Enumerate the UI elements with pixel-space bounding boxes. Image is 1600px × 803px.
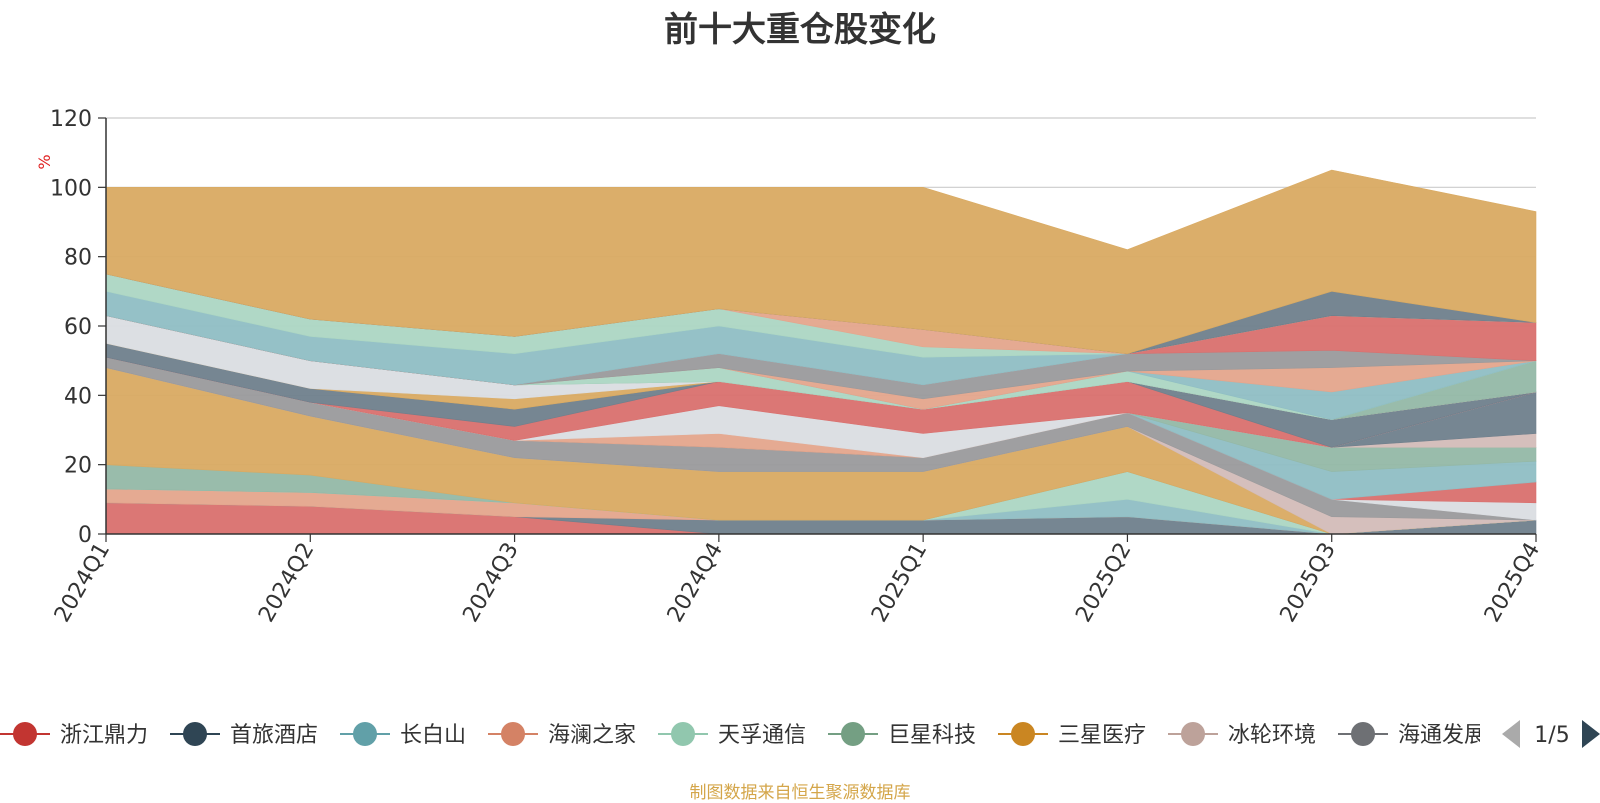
- legend: 浙江鼎力 首旅酒店 长白山 海澜之家 天孚通信 巨星科技 三星医疗 冰轮环境 海通发展: [0, 722, 1486, 748]
- y-tick-label: 40: [64, 384, 92, 409]
- legend-marker-icon: [671, 722, 696, 746]
- legend-label: 三星医疗: [1058, 723, 1146, 748]
- legend-item[interactable]: 长白山: [340, 722, 466, 748]
- y-tick-label: 60: [64, 315, 92, 340]
- y-tick-label: 80: [64, 246, 92, 271]
- legend-label: 首旅酒店: [230, 723, 318, 748]
- legend-label: 巨星科技: [888, 723, 976, 748]
- x-tick-label: 2024Q2: [254, 539, 319, 627]
- y-tick-label: 20: [64, 454, 92, 479]
- chart-title: 前十大重仓股变化: [664, 10, 936, 50]
- legend-marker-icon: [1351, 722, 1376, 746]
- legend-item[interactable]: 三星医疗: [998, 722, 1146, 748]
- legend-prev-icon[interactable]: [1502, 720, 1520, 748]
- legend-label: 海澜之家: [548, 723, 636, 748]
- legend-item[interactable]: 海澜之家: [488, 722, 636, 748]
- legend-marker-icon: [1181, 722, 1206, 746]
- y-tick-label: 120: [50, 107, 92, 132]
- legend-next-icon[interactable]: [1582, 720, 1600, 748]
- x-ticks: 2024Q1 2024Q2 2024Q3 2024Q4 2025Q1 2025Q2 2025…: [50, 534, 1545, 627]
- x-tick-label: 2024Q1: [50, 539, 115, 627]
- y-tick-label: 0: [78, 523, 92, 548]
- legend-marker-icon: [501, 722, 526, 746]
- y-axis-unit-label: %: [35, 154, 54, 169]
- legend-pager: 1/5: [1502, 720, 1600, 748]
- legend-label: 浙江鼎力: [60, 723, 148, 748]
- x-tick-label: 2024Q4: [663, 539, 728, 627]
- legend-item[interactable]: 冰轮环境: [1168, 722, 1316, 748]
- legend-item[interactable]: 巨星科技: [828, 722, 976, 748]
- x-tick-label: 2025Q4: [1480, 539, 1545, 627]
- area-series-32[interactable]: [105, 169, 1537, 355]
- legend-marker-icon: [1011, 722, 1036, 746]
- legend-page-indicator: 1/5: [1534, 723, 1569, 748]
- legend-marker-icon: [353, 722, 378, 746]
- x-tick-label: 2024Q3: [458, 539, 523, 627]
- legend-marker-icon: [13, 722, 37, 746]
- legend-item[interactable]: 海通发展: [1338, 722, 1486, 748]
- legend-marker-icon: [841, 722, 866, 746]
- legend-label: 长白山: [400, 723, 466, 748]
- y-ticks: 0 20 40 60 80 100 120: [50, 107, 106, 548]
- data-source-note: 制图数据来自恒生聚源数据库: [689, 783, 911, 803]
- x-tick-label: 2025Q1: [867, 539, 932, 627]
- y-tick-label: 100: [50, 176, 92, 201]
- legend-item[interactable]: 浙江鼎力: [0, 722, 148, 748]
- legend-label: 冰轮环境: [1228, 723, 1316, 748]
- x-tick-label: 2025Q2: [1071, 539, 1136, 627]
- legend-item[interactable]: 首旅酒店: [170, 722, 318, 748]
- x-tick-label: 2025Q3: [1276, 539, 1341, 627]
- legend-label: 天孚通信: [718, 723, 806, 748]
- legend-marker-icon: [183, 722, 208, 746]
- legend-item[interactable]: 天孚通信: [658, 722, 806, 748]
- area-series-group: [105, 169, 1537, 535]
- legend-label: 海通发展: [1398, 723, 1486, 748]
